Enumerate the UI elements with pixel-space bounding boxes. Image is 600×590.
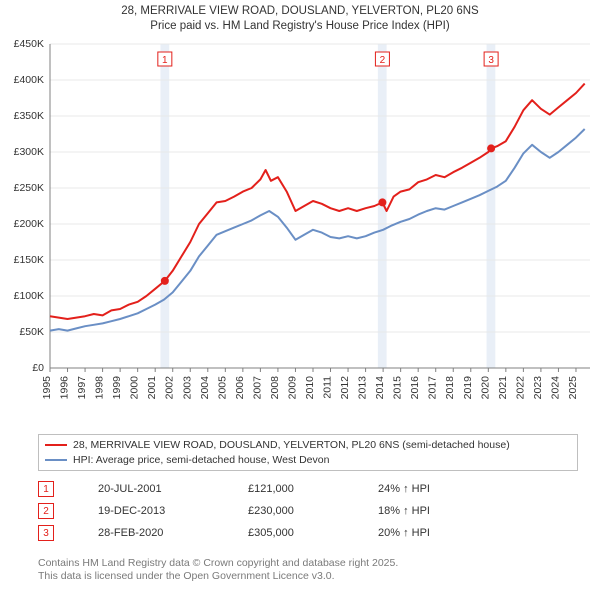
- legend-swatch: [45, 459, 67, 461]
- svg-text:1998: 1998: [94, 376, 106, 400]
- svg-text:£450K: £450K: [14, 38, 44, 50]
- svg-text:2018: 2018: [444, 376, 456, 400]
- svg-text:2005: 2005: [216, 376, 228, 400]
- svg-text:£150K: £150K: [14, 254, 44, 266]
- svg-text:2020: 2020: [479, 376, 491, 400]
- markers-table: 1 20-JUL-2001£121,00024% ↑ HPI 2 19-DEC-201…: [38, 478, 578, 544]
- legend-label: 28, MERRIVALE VIEW ROAD, DOUSLAND, YELVE…: [73, 438, 510, 453]
- legend-label: HPI: Average price, semi-detached house,…: [73, 453, 329, 468]
- marker-date: 28-FEB-2020: [98, 527, 248, 539]
- svg-text:2004: 2004: [199, 376, 211, 400]
- marker-price: £121,000: [248, 483, 378, 495]
- svg-text:2025: 2025: [567, 376, 579, 400]
- marker-number-box: 1: [38, 481, 54, 497]
- svg-text:1996: 1996: [59, 376, 71, 400]
- svg-text:2013: 2013: [357, 376, 369, 400]
- svg-text:2001: 2001: [146, 376, 158, 400]
- marker-number-box: 2: [38, 503, 54, 519]
- legend-swatch: [45, 444, 67, 446]
- chart-plot: £0 £50K £100K £150K £200K £250K £300K £350K £400…: [0, 38, 600, 430]
- chart-svg: £0 £50K £100K £150K £200K £250K £300K £350K £400…: [0, 38, 600, 430]
- svg-text:1: 1: [162, 55, 168, 66]
- svg-text:2009: 2009: [286, 376, 298, 400]
- svg-text:2003: 2003: [181, 376, 193, 400]
- svg-text:2024: 2024: [549, 376, 561, 400]
- marker-price: £230,000: [248, 505, 378, 517]
- svg-text:2011: 2011: [322, 376, 334, 399]
- marker-row: 3 28-FEB-2020£305,00020% ↑ HPI: [38, 522, 578, 544]
- svg-text:2000: 2000: [129, 376, 141, 400]
- marker-date: 19-DEC-2013: [98, 505, 248, 517]
- svg-text:£0: £0: [32, 362, 44, 374]
- svg-text:£400K: £400K: [14, 74, 44, 86]
- footnote-line-1: Contains HM Land Registry data © Crown c…: [38, 557, 398, 571]
- svg-text:2007: 2007: [251, 376, 263, 400]
- svg-text:2021: 2021: [497, 376, 509, 400]
- marker-date: 20-JUL-2001: [98, 483, 248, 495]
- svg-text:2012: 2012: [339, 376, 351, 400]
- svg-text:2008: 2008: [269, 376, 281, 400]
- svg-text:2002: 2002: [164, 376, 176, 400]
- svg-text:£300K: £300K: [14, 146, 44, 158]
- title-line-2: Price paid vs. HM Land Registry's House …: [0, 19, 600, 34]
- svg-text:£100K: £100K: [14, 290, 44, 302]
- legend: 28, MERRIVALE VIEW ROAD, DOUSLAND, YELVE…: [38, 434, 578, 471]
- svg-text:3: 3: [488, 55, 494, 66]
- legend-row: HPI: Average price, semi-detached house,…: [45, 453, 571, 468]
- legend-row: 28, MERRIVALE VIEW ROAD, DOUSLAND, YELVE…: [45, 438, 571, 453]
- footnote: Contains HM Land Registry data © Crown c…: [38, 557, 398, 584]
- svg-text:2: 2: [380, 55, 386, 66]
- svg-text:2019: 2019: [462, 376, 474, 400]
- chart-title: 28, MERRIVALE VIEW ROAD, DOUSLAND, YELVE…: [0, 0, 600, 36]
- svg-text:£350K: £350K: [14, 110, 44, 122]
- svg-text:£250K: £250K: [14, 182, 44, 194]
- chart-container: 28, MERRIVALE VIEW ROAD, DOUSLAND, YELVE…: [0, 0, 600, 590]
- marker-number-box: 3: [38, 525, 54, 541]
- svg-text:2010: 2010: [304, 376, 316, 400]
- svg-text:2023: 2023: [532, 376, 544, 400]
- svg-text:1997: 1997: [76, 376, 88, 400]
- svg-text:£200K: £200K: [14, 218, 44, 230]
- marker-delta: 20% ↑ HPI: [378, 527, 578, 539]
- svg-text:2016: 2016: [409, 376, 421, 400]
- marker-row: 2 19-DEC-2013£230,00018% ↑ HPI: [38, 500, 578, 522]
- marker-delta: 24% ↑ HPI: [378, 483, 578, 495]
- footnote-line-2: This data is licensed under the Open Gov…: [38, 570, 398, 584]
- svg-text:2015: 2015: [392, 376, 404, 400]
- svg-text:1995: 1995: [41, 376, 53, 400]
- marker-price: £305,000: [248, 527, 378, 539]
- title-line-1: 28, MERRIVALE VIEW ROAD, DOUSLAND, YELVE…: [0, 4, 600, 19]
- svg-text:2006: 2006: [234, 376, 246, 400]
- svg-text:1999: 1999: [111, 376, 123, 400]
- svg-text:2017: 2017: [427, 376, 439, 400]
- svg-text:2014: 2014: [374, 376, 386, 400]
- marker-row: 1 20-JUL-2001£121,00024% ↑ HPI: [38, 478, 578, 500]
- marker-delta: 18% ↑ HPI: [378, 505, 578, 517]
- svg-text:2022: 2022: [514, 376, 526, 400]
- svg-text:£50K: £50K: [19, 326, 44, 338]
